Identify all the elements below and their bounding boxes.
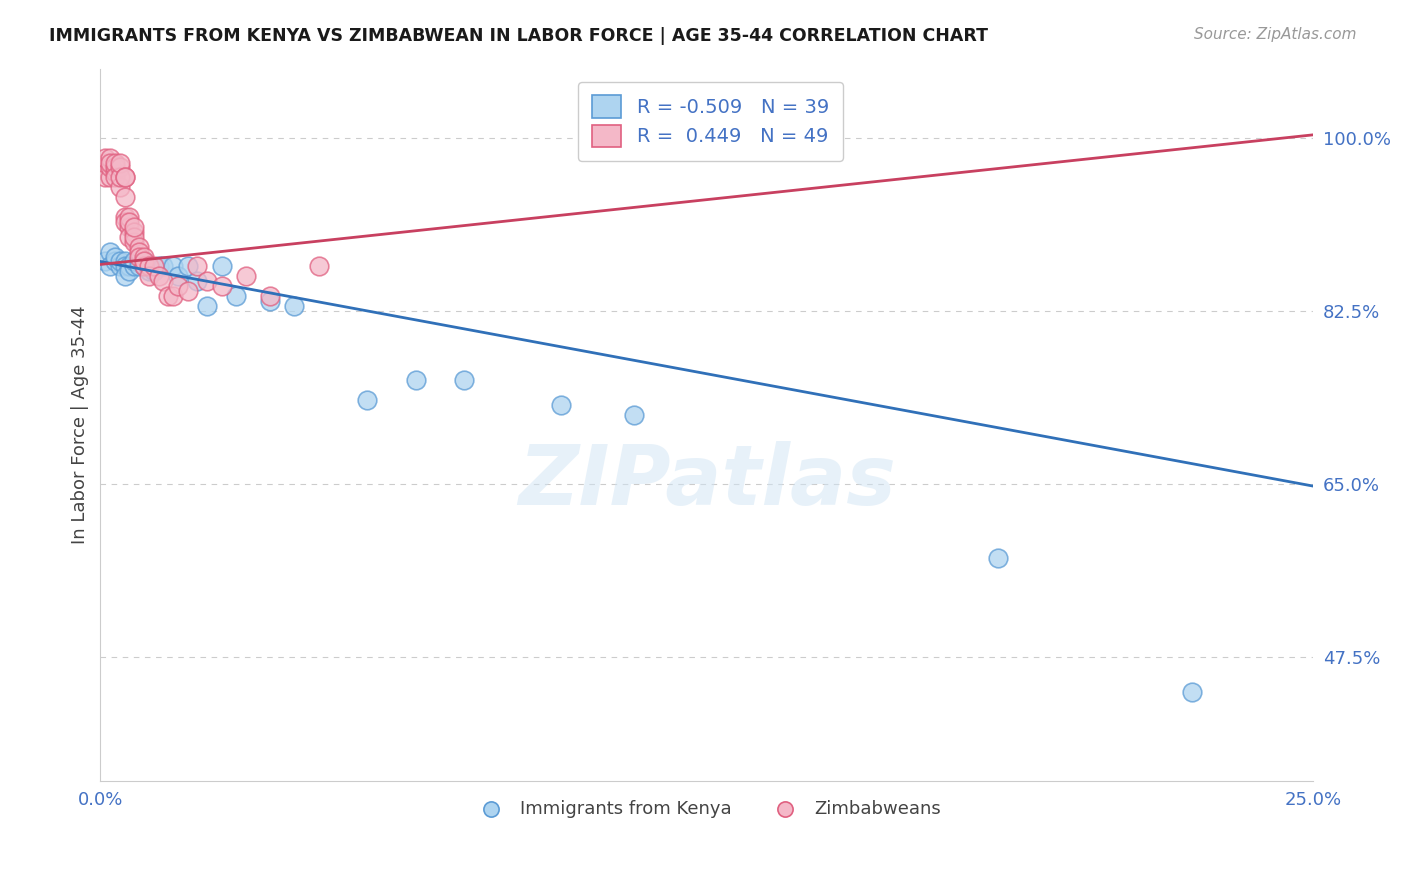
Point: [623, 408, 645, 422]
Point: [98, 155, 121, 169]
Point: [128, 250, 150, 264]
Point: [453, 373, 475, 387]
Point: [162, 260, 184, 274]
Point: [114, 254, 136, 268]
Point: [138, 260, 160, 274]
Point: [114, 170, 136, 185]
Point: [128, 240, 150, 254]
Point: [1181, 685, 1204, 699]
Point: [104, 254, 127, 268]
Point: [162, 289, 184, 303]
Point: [405, 373, 427, 387]
Point: [132, 254, 155, 268]
Point: [550, 398, 572, 412]
Point: [108, 180, 131, 194]
Point: [308, 260, 330, 274]
Y-axis label: In Labor Force | Age 35-44: In Labor Force | Age 35-44: [72, 305, 89, 544]
Point: [118, 215, 141, 229]
Text: IMMIGRANTS FROM KENYA VS ZIMBABWEAN IN LABOR FORCE | AGE 35-44 CORRELATION CHART: IMMIGRANTS FROM KENYA VS ZIMBABWEAN IN L…: [49, 27, 988, 45]
Point: [195, 274, 218, 288]
Point: [987, 551, 1010, 566]
Point: [138, 269, 160, 284]
Point: [132, 254, 155, 268]
Point: [108, 254, 131, 268]
Point: [152, 274, 174, 288]
Point: [108, 155, 131, 169]
Point: [114, 260, 136, 274]
Point: [283, 299, 305, 313]
Point: [98, 260, 121, 274]
Point: [167, 279, 190, 293]
Point: [138, 264, 160, 278]
Point: [138, 260, 160, 274]
Point: [176, 284, 198, 298]
Point: [118, 219, 141, 234]
Point: [94, 170, 117, 185]
Point: [104, 170, 127, 185]
Point: [124, 254, 146, 268]
Point: [186, 260, 208, 274]
Text: Source: ZipAtlas.com: Source: ZipAtlas.com: [1194, 27, 1357, 42]
Point: [98, 151, 121, 165]
Point: [108, 260, 131, 274]
Point: [108, 170, 131, 185]
Point: [211, 260, 233, 274]
Point: [94, 254, 117, 268]
Point: [98, 244, 121, 259]
Point: [142, 260, 165, 274]
Point: [148, 260, 170, 274]
Point: [104, 165, 127, 179]
Point: [132, 250, 155, 264]
Point: [94, 151, 117, 165]
Point: [118, 210, 141, 224]
Point: [98, 170, 121, 185]
Point: [104, 155, 127, 169]
Point: [114, 170, 136, 185]
Point: [142, 264, 165, 278]
Point: [167, 269, 190, 284]
Point: [132, 260, 155, 274]
Point: [128, 244, 150, 259]
Point: [356, 392, 378, 407]
Point: [259, 289, 281, 303]
Point: [124, 225, 146, 239]
Point: [195, 299, 218, 313]
Point: [176, 260, 198, 274]
Point: [211, 279, 233, 293]
Point: [118, 229, 141, 244]
Point: [114, 190, 136, 204]
Point: [157, 289, 180, 303]
Point: [118, 264, 141, 278]
Point: [104, 161, 127, 175]
Legend: Immigrants from Kenya, Zimbabweans: Immigrants from Kenya, Zimbabweans: [465, 793, 948, 825]
Point: [148, 269, 170, 284]
Point: [124, 229, 146, 244]
Point: [118, 260, 141, 274]
Point: [186, 274, 208, 288]
Point: [128, 254, 150, 268]
Point: [259, 294, 281, 309]
Point: [124, 260, 146, 274]
Point: [132, 260, 155, 274]
Point: [108, 161, 131, 175]
Point: [98, 161, 121, 175]
Point: [114, 269, 136, 284]
Point: [94, 155, 117, 169]
Point: [128, 260, 150, 274]
Point: [152, 260, 174, 274]
Point: [225, 289, 247, 303]
Point: [235, 269, 257, 284]
Point: [104, 250, 127, 264]
Point: [114, 210, 136, 224]
Point: [124, 219, 146, 234]
Point: [114, 215, 136, 229]
Point: [124, 235, 146, 249]
Text: ZIPatlas: ZIPatlas: [517, 442, 896, 522]
